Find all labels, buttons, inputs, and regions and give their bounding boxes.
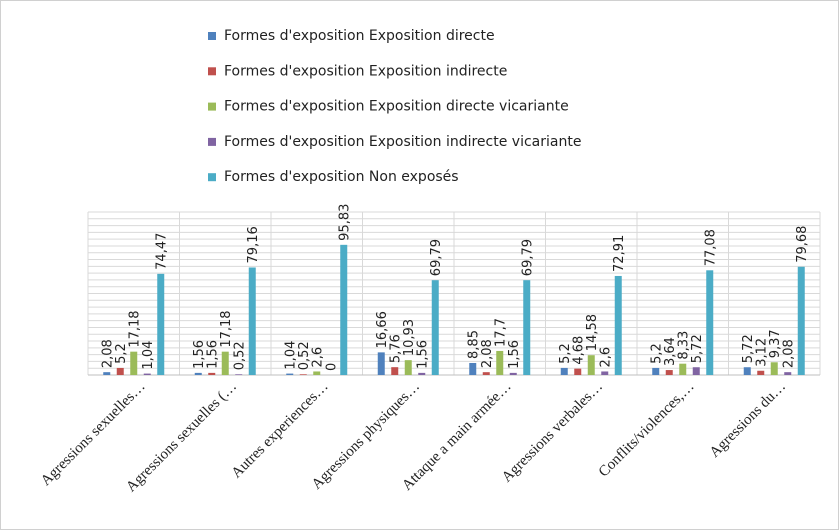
value-label: 16,66 — [375, 311, 390, 348]
bar — [157, 273, 165, 375]
value-label: 72,91 — [612, 235, 627, 272]
value-label: 5,72 — [690, 334, 705, 363]
value-label: 5,2 — [650, 343, 665, 364]
value-label: 1,04 — [284, 341, 299, 370]
bar — [665, 370, 673, 375]
bar — [482, 372, 490, 375]
bar — [103, 372, 111, 375]
bar — [377, 352, 385, 375]
value-label: 1,56 — [206, 340, 221, 369]
bar — [496, 350, 504, 375]
legend-swatch — [208, 137, 216, 146]
value-label: 5,2 — [558, 343, 573, 364]
bar — [208, 372, 216, 375]
value-label: 0,52 — [297, 341, 312, 370]
bar — [614, 275, 622, 375]
bar — [194, 372, 202, 375]
value-label: 77,08 — [704, 229, 719, 266]
legend-swatch — [208, 32, 216, 40]
bar — [574, 368, 582, 375]
legend-swatch — [208, 102, 216, 111]
legend-label: Formes d'exposition Exposition directe — [224, 28, 495, 44]
value-label: 17,7 — [494, 318, 509, 347]
value-label: 14,58 — [585, 314, 600, 351]
bar — [601, 371, 609, 375]
value-label: 3,12 — [755, 338, 770, 367]
bar — [560, 367, 568, 375]
bar — [652, 367, 660, 375]
value-label: 95,83 — [338, 204, 353, 241]
bar — [116, 367, 124, 375]
bar — [743, 367, 751, 375]
value-label: 74,47 — [155, 233, 170, 270]
bar — [143, 373, 151, 375]
bar — [235, 374, 243, 375]
value-label: 9,37 — [768, 329, 783, 358]
value-label: 1,04 — [141, 341, 156, 370]
value-label: 2,08 — [782, 339, 797, 368]
legend-label: Formes d'exposition Exposition directe v… — [224, 99, 569, 115]
value-label: 5,2 — [114, 343, 129, 364]
bar — [692, 367, 700, 375]
value-label: 5,76 — [389, 334, 404, 363]
value-label: 69,79 — [429, 239, 444, 276]
bar — [299, 374, 307, 375]
legend-label: Formes d'exposition Non exposés — [224, 169, 459, 185]
value-label: 3,64 — [663, 337, 678, 366]
value-label: 79,16 — [246, 226, 261, 263]
value-label: 5,72 — [741, 334, 756, 363]
bar — [391, 367, 399, 375]
bar — [706, 270, 714, 375]
bar — [130, 351, 138, 375]
bar — [509, 372, 517, 375]
value-label: 69,79 — [521, 239, 536, 276]
bar — [797, 266, 805, 375]
legend-swatch — [208, 67, 216, 76]
bar — [770, 362, 778, 375]
bar — [221, 351, 229, 375]
value-label: 4,68 — [572, 336, 587, 365]
bar — [679, 363, 687, 375]
bar — [286, 373, 294, 375]
bar — [431, 280, 439, 375]
value-label: 2,6 — [599, 347, 614, 368]
value-label: 79,68 — [795, 226, 810, 263]
value-label: 2,08 — [101, 339, 116, 368]
value-label: 1,56 — [192, 340, 207, 369]
bar — [587, 355, 595, 375]
value-label: 17,18 — [219, 310, 234, 347]
bar — [418, 372, 426, 375]
bar — [313, 371, 321, 375]
value-label: 2,08 — [480, 339, 495, 368]
value-label: 0,52 — [233, 341, 248, 370]
value-label: 0 — [324, 363, 339, 371]
value-label: 1,56 — [416, 340, 431, 369]
value-label: 1,56 — [507, 340, 522, 369]
value-label: 17,18 — [128, 310, 143, 347]
bar — [469, 362, 477, 375]
value-label: 8,33 — [677, 331, 692, 360]
bar — [784, 372, 792, 375]
value-label: 2,6 — [311, 347, 326, 368]
value-label: 8,85 — [467, 330, 482, 359]
value-label: 10,93 — [402, 319, 417, 356]
bar — [340, 244, 348, 375]
legend-label: Formes d'exposition Exposition indirecte… — [224, 134, 581, 150]
legend-label: Formes d'exposition Exposition indirecte — [224, 63, 507, 79]
bar — [404, 360, 412, 375]
bar — [248, 267, 256, 375]
bar — [523, 280, 531, 375]
legend-swatch — [208, 173, 216, 182]
bar — [757, 370, 765, 375]
